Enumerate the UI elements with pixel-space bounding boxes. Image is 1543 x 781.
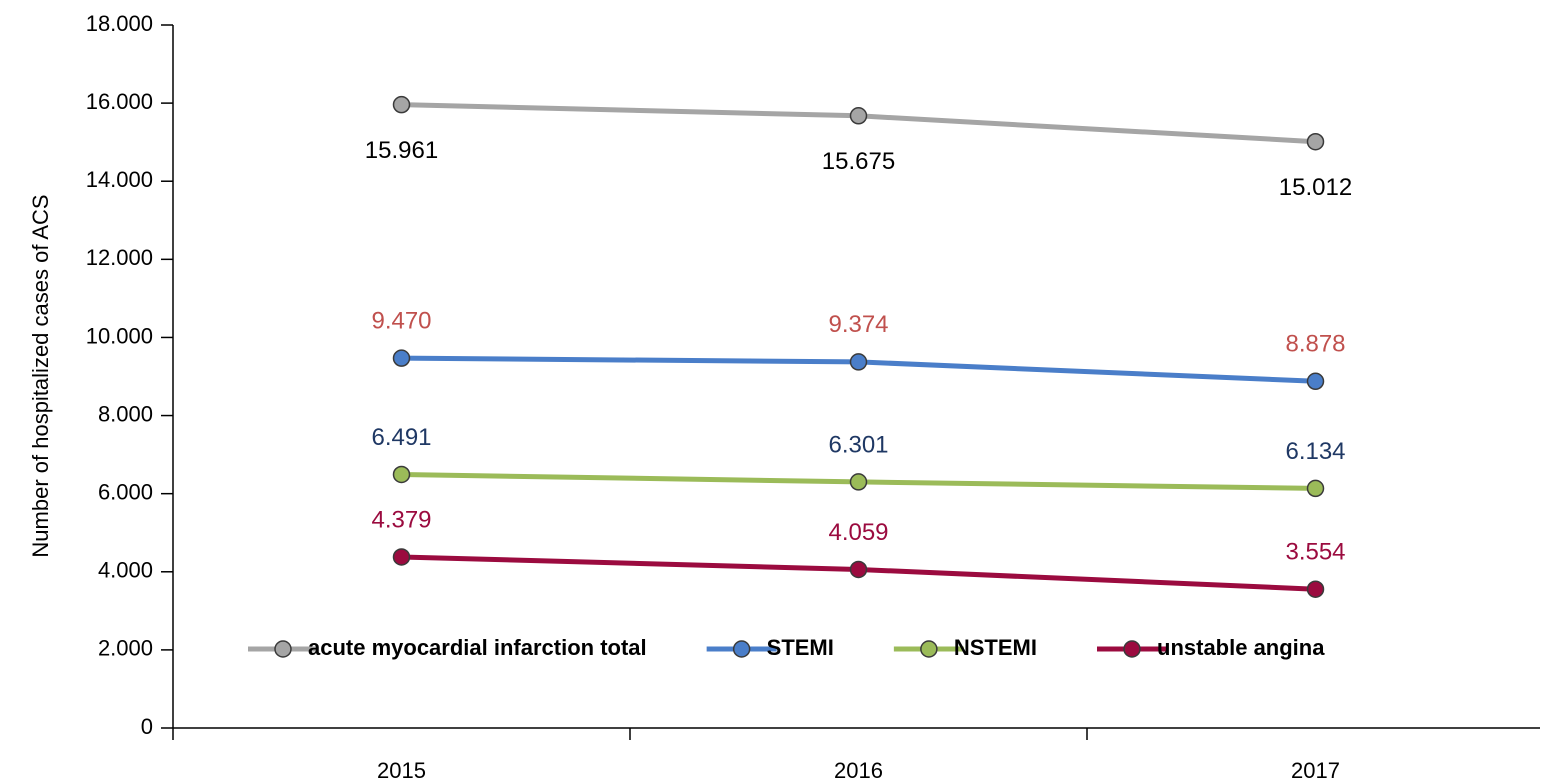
point: [849, 107, 868, 125]
data-label: 9.470: [371, 307, 431, 334]
point: [392, 548, 411, 566]
data-label: 4.059: [828, 519, 888, 546]
point: [1306, 479, 1325, 498]
point: [1306, 132, 1325, 151]
y-tick-label: 10.000: [86, 323, 153, 348]
y-axis-title: Number of hospitalized cases of ACS: [28, 194, 53, 557]
y-tick-label: 4.000: [98, 558, 153, 583]
legend-label: NSTEMI: [954, 635, 1037, 660]
x-tick-label: 2016: [834, 758, 883, 781]
legend-marker: [1123, 640, 1141, 658]
legend-marker: [920, 640, 938, 658]
point: [849, 560, 868, 579]
point: [1306, 372, 1325, 391]
data-label: 15.961: [365, 137, 438, 164]
y-tick-label: 8.000: [98, 401, 153, 426]
data-label: 8.878: [1285, 331, 1345, 358]
legend-label: unstable angina: [1157, 635, 1325, 660]
point: [849, 353, 868, 371]
y-tick-label: 18.000: [86, 11, 153, 36]
data-label: 15.012: [1279, 174, 1352, 201]
y-tick-label: 12.000: [86, 245, 153, 270]
data-label: 6.491: [371, 424, 431, 451]
point: [392, 95, 411, 114]
point: [849, 473, 868, 491]
point: [1306, 580, 1325, 598]
y-tick-label: 2.000: [98, 636, 153, 661]
data-label: 9.374: [828, 311, 888, 338]
y-tick-label: 0: [141, 714, 153, 739]
y-tick-label: 16.000: [86, 89, 153, 114]
legend-label: acute myocardial infarction total: [308, 635, 647, 660]
y-tick-label: 14.000: [86, 167, 153, 192]
point: [392, 349, 411, 367]
data-label: 6.134: [1285, 438, 1345, 465]
x-tick-label: 2017: [1291, 758, 1340, 781]
legend-marker: [732, 640, 751, 658]
y-tick-label: 6.000: [98, 479, 153, 504]
legend-label: STEMI: [767, 635, 834, 660]
data-label: 15.675: [822, 148, 895, 175]
legend-marker: [274, 640, 292, 658]
data-label: 6.301: [828, 431, 888, 458]
point: [392, 465, 411, 484]
x-tick-label: 2015: [377, 758, 426, 781]
data-label: 3.554: [1285, 539, 1345, 566]
data-label: 4.379: [371, 506, 431, 533]
